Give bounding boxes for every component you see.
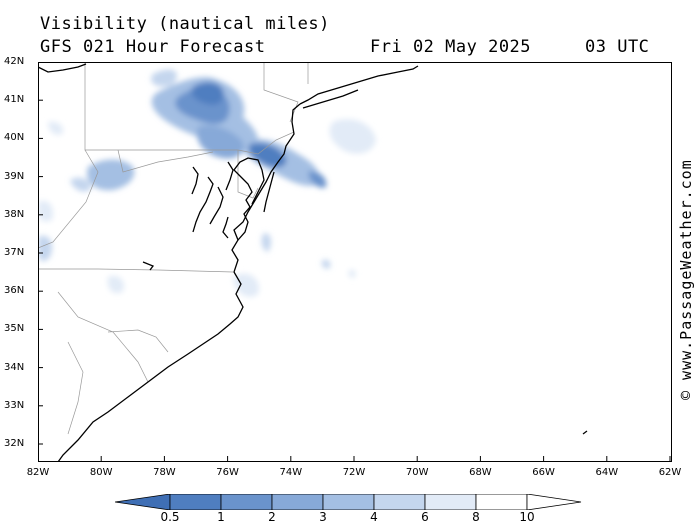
legend-swatch bbox=[220, 494, 273, 510]
legend-arrow-low bbox=[115, 494, 171, 510]
legend-label: 3 bbox=[319, 510, 327, 524]
visibility-map bbox=[38, 62, 672, 462]
legend-swatch bbox=[373, 494, 426, 510]
lon-label-64W: 64W bbox=[595, 467, 619, 478]
forecast-date: Fri 02 May 2025 bbox=[370, 37, 532, 57]
coastline bbox=[38, 63, 588, 462]
lon-label-82W: 82W bbox=[26, 467, 50, 478]
lat-label-36N: 36N bbox=[4, 285, 25, 297]
legend-label: 10 bbox=[519, 510, 535, 524]
legend-swatch bbox=[424, 494, 477, 510]
legend-swatch bbox=[322, 494, 375, 510]
forecast-label: GFS 021 Hour Forecast bbox=[40, 37, 266, 57]
legend-swatch bbox=[271, 494, 324, 510]
map-title: Visibility (nautical miles) bbox=[40, 14, 330, 34]
lon-label-62W: 62W bbox=[658, 467, 682, 478]
legend-swatch bbox=[475, 494, 528, 510]
legend-label: 8 bbox=[472, 510, 480, 524]
legend-label: 4 bbox=[370, 510, 378, 524]
credit-text: © www.PassageWeather.com bbox=[677, 159, 695, 400]
state-borders bbox=[38, 62, 309, 435]
lon-label-80W: 80W bbox=[89, 467, 113, 478]
lon-label-72W: 72W bbox=[342, 467, 366, 478]
lat-label-37N: 37N bbox=[4, 247, 25, 258]
lat-label-35N: 35N bbox=[4, 323, 25, 335]
legend-label: 2 bbox=[268, 510, 276, 524]
legend-label: 6 bbox=[421, 510, 429, 524]
lat-label-40N: 40N bbox=[4, 132, 25, 144]
legend-arrow-high bbox=[526, 494, 582, 510]
lat-label-39N: 39N bbox=[4, 170, 25, 182]
lon-label-76W: 76W bbox=[216, 467, 239, 478]
lat-label-34N: 34N bbox=[4, 361, 25, 373]
lon-label-74W: 74W bbox=[279, 467, 303, 478]
lat-label-33N: 33N bbox=[4, 399, 25, 411]
lat-label-32N: 32N bbox=[4, 438, 25, 449]
lon-label-78W: 78W bbox=[153, 467, 176, 478]
lat-label-38N: 38N bbox=[4, 208, 25, 220]
lon-label-66W: 66W bbox=[532, 467, 555, 478]
lon-label-68W: 68W bbox=[469, 467, 492, 478]
lon-label-70W: 70W bbox=[405, 467, 429, 478]
visibility-shading bbox=[38, 69, 376, 297]
legend-label: 0.5 bbox=[160, 510, 180, 524]
legend-swatch bbox=[169, 494, 222, 510]
legend-label: 1 bbox=[217, 510, 225, 524]
legend-colorbar bbox=[115, 494, 582, 510]
lat-label-41N: 41N bbox=[4, 94, 25, 106]
forecast-time: 03 UTC bbox=[585, 37, 650, 57]
lat-label-42N: 42N bbox=[4, 56, 25, 67]
